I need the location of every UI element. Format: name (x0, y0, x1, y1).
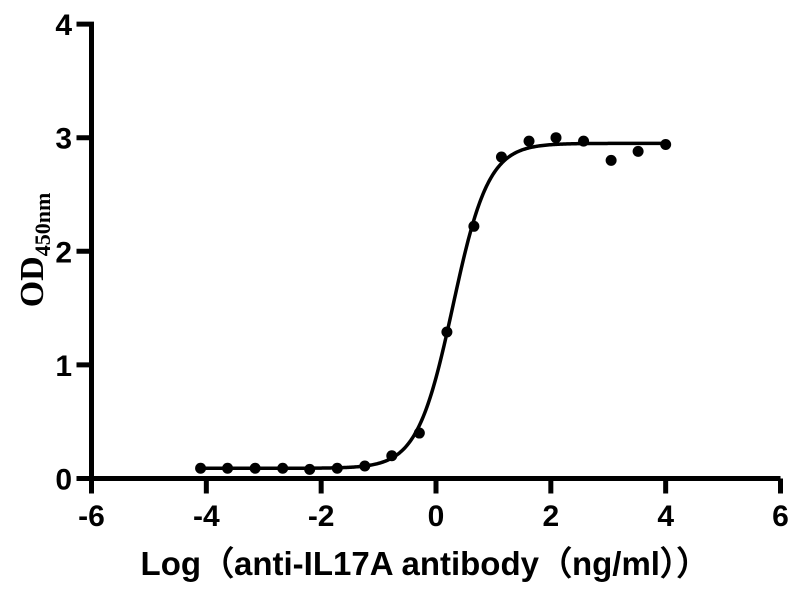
y-tick-label: 3 (55, 123, 72, 156)
x-tick-label: 2 (542, 500, 559, 533)
data-point (304, 463, 316, 475)
x-tick-label: -2 (308, 500, 335, 533)
data-point (413, 427, 425, 439)
data-point (578, 135, 590, 147)
x-tick-label: 6 (772, 500, 789, 533)
x-axis-title: Log（anti-IL17A antibody（ng/ml）） (141, 545, 710, 582)
x-tick-label: 0 (428, 500, 445, 533)
data-point (249, 462, 261, 474)
data-point (195, 462, 207, 474)
y-axis-title-subscript: 450nm (30, 193, 55, 257)
data-point (523, 135, 535, 147)
data-point (222, 462, 234, 474)
data-point (660, 139, 672, 151)
y-tick-label: 1 (55, 350, 72, 383)
x-tick-label: -4 (193, 500, 220, 533)
y-axis-title: OD450nm (14, 193, 55, 308)
data-point (632, 145, 644, 157)
y-tick-label: 4 (55, 9, 72, 42)
data-point (441, 326, 453, 338)
data-point (605, 154, 617, 166)
data-point (468, 220, 480, 232)
y-axis-title-main: OD (14, 256, 51, 307)
data-points (195, 132, 672, 475)
x-tick-label: -6 (78, 500, 105, 533)
data-point (495, 151, 507, 163)
axis-tick-labels: -6 -4 -2 0 2 4 6 0 1 2 3 4 (55, 9, 789, 533)
axis-ticks (76, 21, 783, 494)
y-tick-label: 2 (55, 236, 72, 269)
y-tick-label: 0 (55, 464, 72, 497)
data-point (386, 450, 398, 462)
data-point (277, 462, 289, 474)
data-point (550, 132, 562, 144)
data-point (331, 462, 343, 474)
data-point (359, 460, 371, 472)
x-tick-label: 4 (657, 500, 674, 533)
